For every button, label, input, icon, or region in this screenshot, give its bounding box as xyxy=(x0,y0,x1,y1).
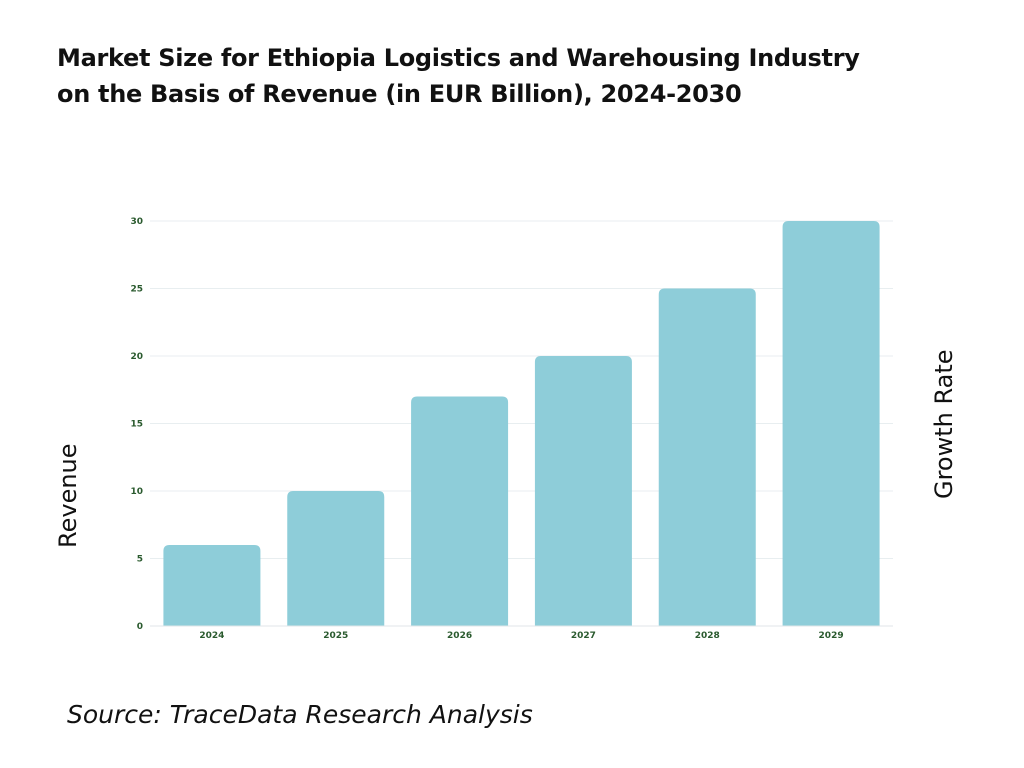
x-tick-label: 2025 xyxy=(323,631,348,641)
chart-title-line-1: Market Size for Ethiopia Logistics and W… xyxy=(57,44,860,72)
bar-2027 xyxy=(534,356,632,626)
bar-2024 xyxy=(163,545,261,626)
x-tick-label: 2024 xyxy=(199,631,224,641)
y-tick-label: 10 xyxy=(130,487,143,497)
y-tick-label: 30 xyxy=(130,217,143,227)
x-tick-label: 2028 xyxy=(695,631,720,641)
chart-title-line-2: on the Basis of Revenue (in EUR Billion)… xyxy=(57,80,742,108)
bar-2029 xyxy=(782,221,880,626)
bar-2026 xyxy=(411,396,509,626)
y-tick-label: 20 xyxy=(130,352,143,362)
chart-title: Market Size for Ethiopia Logistics and W… xyxy=(57,40,957,112)
bar-2028 xyxy=(658,288,756,626)
bar-2025 xyxy=(287,491,385,626)
y-tick-label: 5 xyxy=(137,555,143,565)
x-tick-label: 2027 xyxy=(571,631,596,641)
x-tick-label: 2026 xyxy=(447,631,472,641)
x-tick-label: 2029 xyxy=(819,631,844,641)
y-tick-label: 0 xyxy=(137,622,143,632)
y-tick-label: 25 xyxy=(130,285,143,295)
y-tick-label: 15 xyxy=(130,420,143,430)
source-note: Source: TraceData Research Analysis xyxy=(67,700,533,729)
